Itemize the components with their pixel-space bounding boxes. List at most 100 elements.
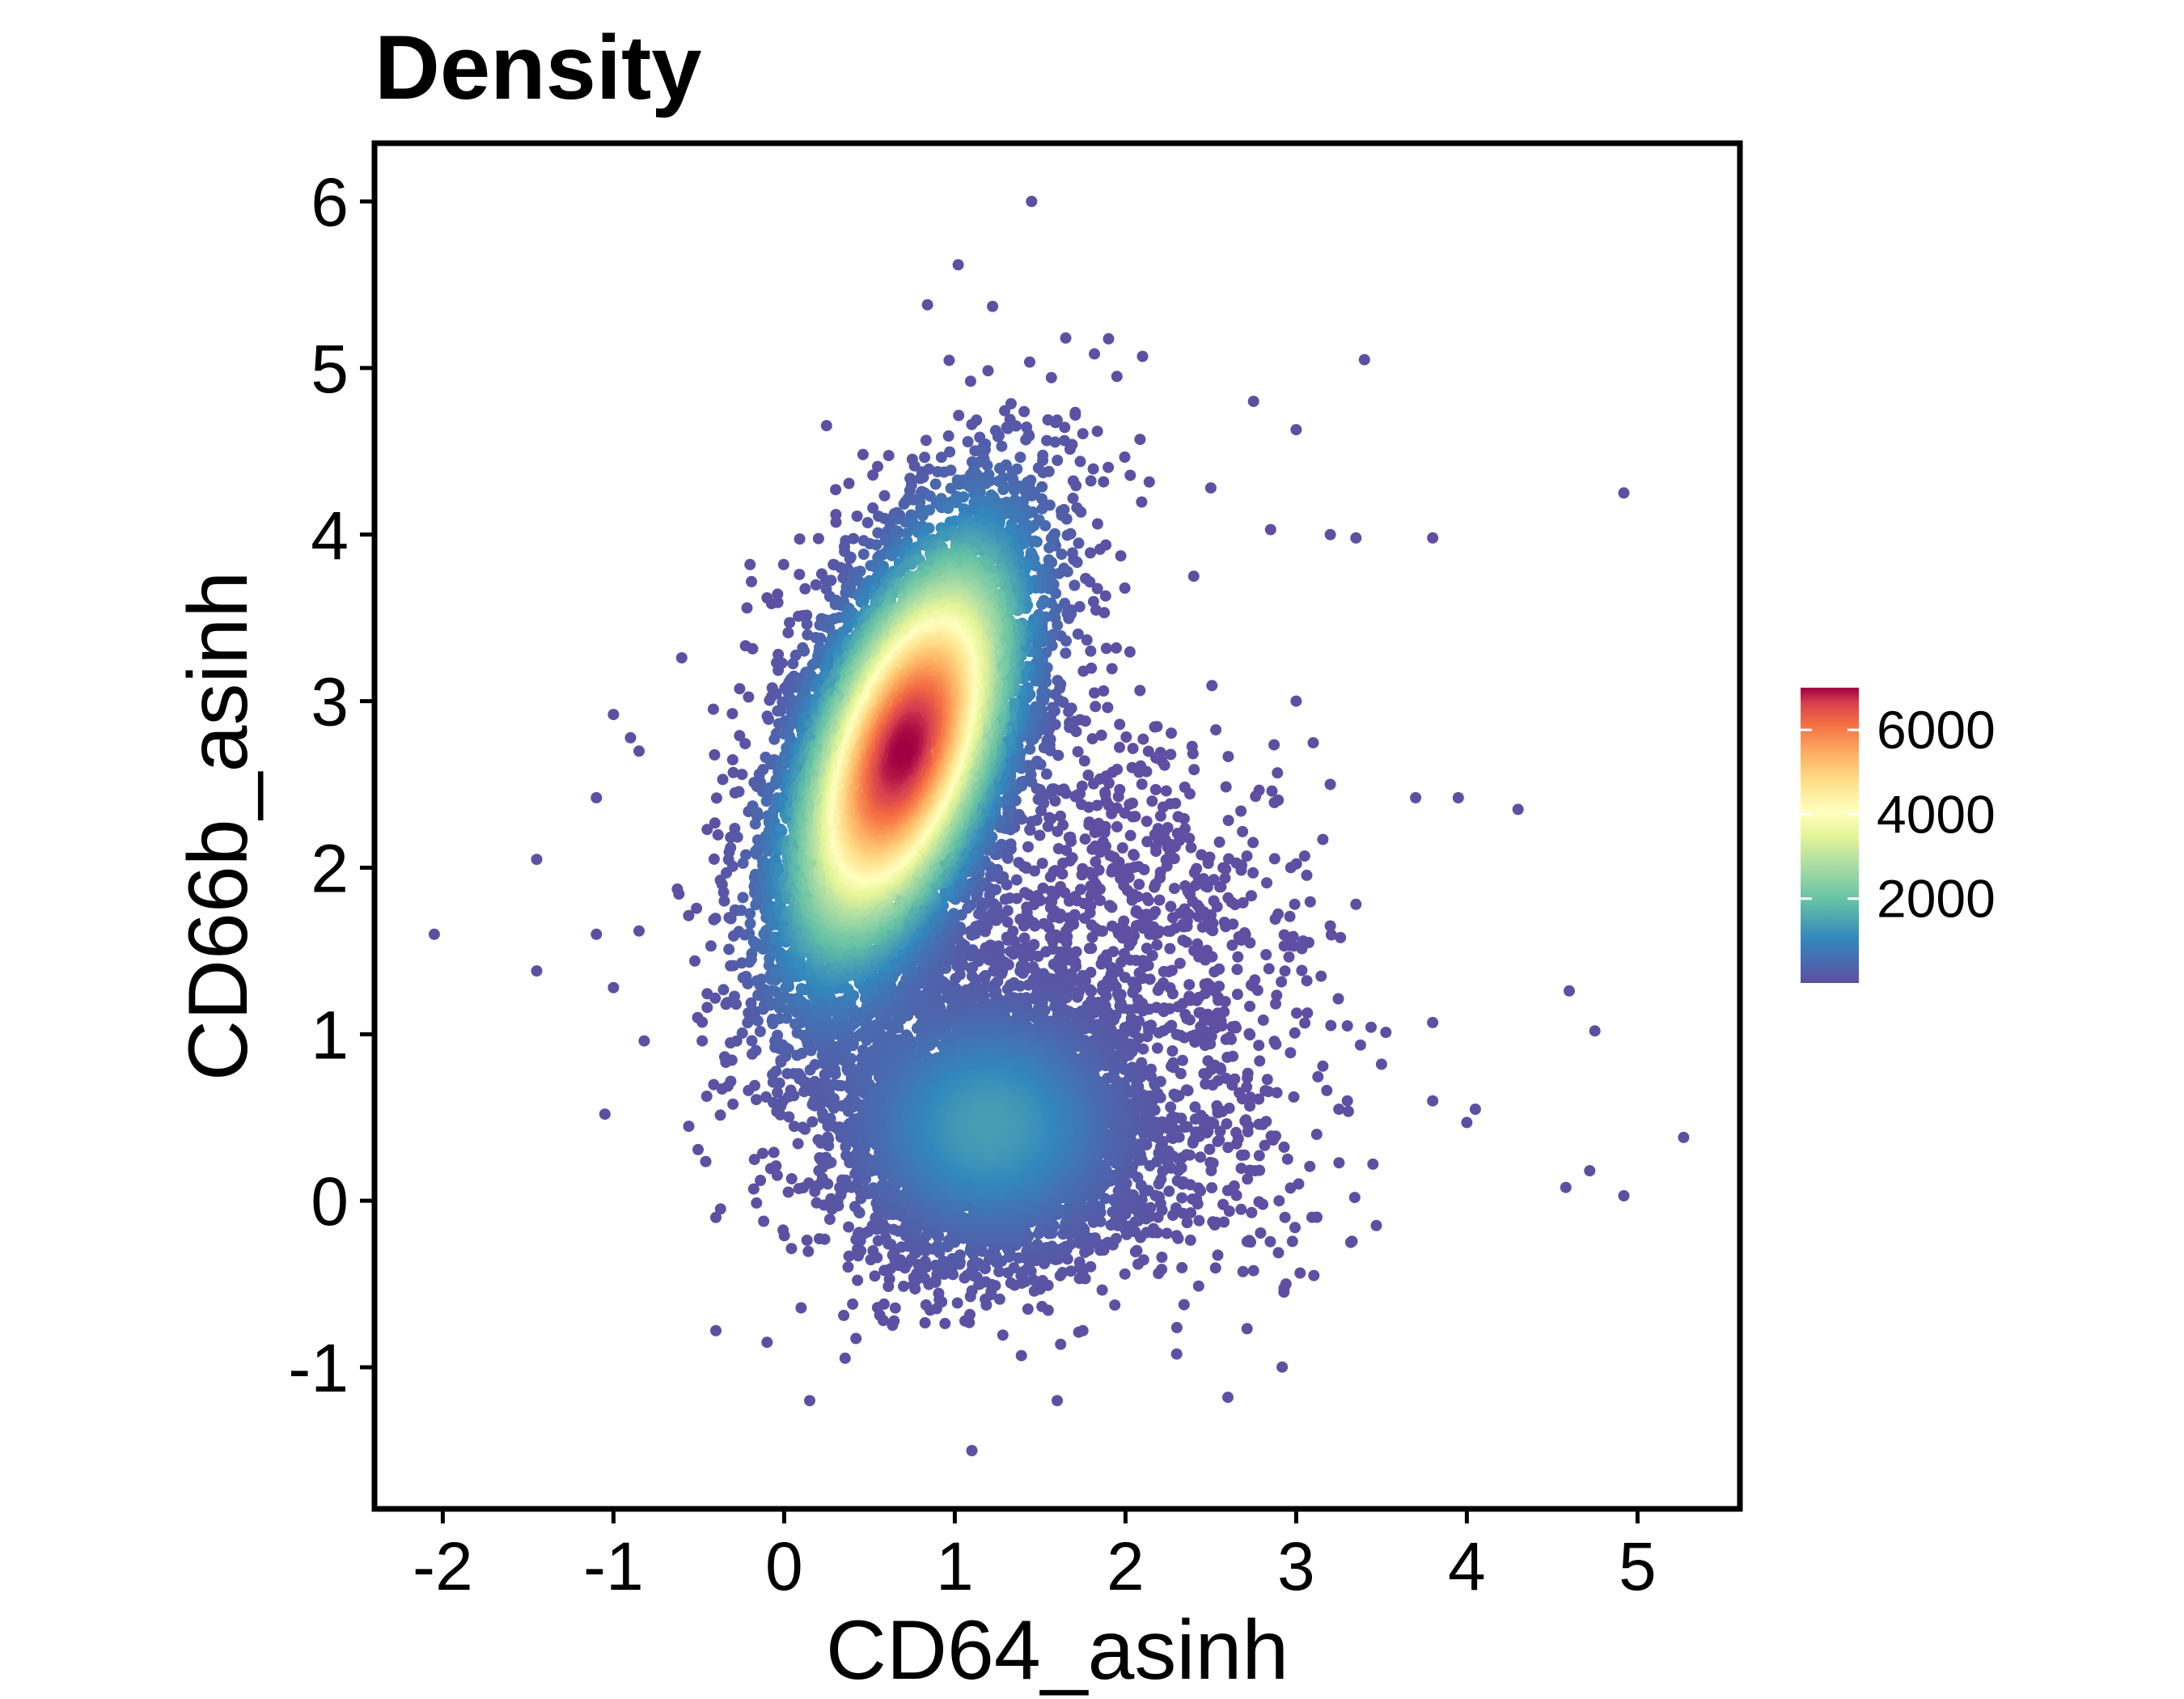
- data-point: [741, 602, 753, 614]
- data-point: [1187, 1137, 1199, 1149]
- data-point: [1055, 881, 1066, 892]
- data-point: [1085, 547, 1096, 559]
- data-point: [1427, 1095, 1439, 1107]
- data-point: [1214, 1125, 1226, 1138]
- data-point: [889, 1302, 901, 1314]
- data-point: [1317, 1060, 1329, 1072]
- data-point: [1057, 858, 1069, 869]
- data-point: [1026, 196, 1038, 207]
- data-point: [700, 1155, 712, 1167]
- data-point: [1043, 542, 1056, 554]
- data-point: [692, 1143, 704, 1155]
- data-point: [1183, 833, 1196, 845]
- data-point: [1235, 934, 1247, 947]
- data-point: [1294, 1267, 1306, 1279]
- data-point: [705, 940, 717, 952]
- data-point: [1095, 729, 1107, 741]
- data-point: [1189, 1101, 1201, 1113]
- data-point: [1063, 705, 1075, 718]
- data-point: [708, 853, 720, 865]
- data-point: [1199, 1040, 1211, 1052]
- data-point: [1086, 931, 1098, 943]
- data-point: [1021, 901, 1033, 913]
- data-point: [1133, 879, 1145, 891]
- data-point: [531, 854, 543, 866]
- data-point: [744, 558, 756, 570]
- data-point: [1209, 1262, 1221, 1274]
- data-point: [1052, 1395, 1063, 1407]
- data-point: [1024, 356, 1035, 368]
- data-point: [1283, 951, 1295, 963]
- data-point: [1036, 858, 1048, 870]
- data-point: [744, 917, 756, 930]
- data-point: [1217, 862, 1230, 874]
- data-point: [919, 451, 931, 464]
- data-point: [822, 1178, 834, 1190]
- data-point: [1096, 1284, 1108, 1296]
- data-point: [867, 469, 879, 481]
- data-point: [945, 464, 957, 477]
- data-point: [782, 1044, 794, 1056]
- data-point: [917, 471, 929, 483]
- data-point: [795, 1302, 807, 1314]
- data-point: [1212, 1135, 1224, 1147]
- data-point: [772, 596, 784, 608]
- data-point: [951, 1297, 963, 1309]
- data-point: [1335, 931, 1347, 943]
- data-point: [1129, 1246, 1141, 1258]
- data-point: [1072, 991, 1084, 1003]
- data-point: [823, 1214, 836, 1225]
- data-point: [1179, 1121, 1191, 1133]
- data-point: [1325, 1019, 1337, 1032]
- data-point: [758, 1215, 770, 1227]
- data-point: [1193, 1006, 1205, 1019]
- data-point: [1289, 1027, 1301, 1039]
- data-point: [1060, 332, 1072, 344]
- data-point: [792, 1138, 804, 1150]
- data-point: [1030, 701, 1042, 713]
- data-point: [1222, 1392, 1234, 1404]
- data-point: [810, 578, 822, 591]
- data-point: [1119, 582, 1131, 594]
- data-point: [1063, 895, 1075, 907]
- data-point: [1166, 912, 1179, 924]
- data-point: [1018, 405, 1031, 417]
- data-point: [1290, 695, 1302, 707]
- data-point: [1022, 1303, 1034, 1315]
- data-point: [1072, 628, 1084, 640]
- data-point: [861, 517, 874, 528]
- data-point: [1304, 1160, 1316, 1172]
- data-point: [782, 1186, 794, 1198]
- data-point: [1103, 333, 1115, 345]
- data-point: [1174, 957, 1186, 969]
- data-point: [1221, 1051, 1234, 1063]
- data-point: [1272, 1247, 1285, 1259]
- data-point: [1066, 547, 1078, 559]
- data-point: [842, 1261, 854, 1273]
- data-point: [993, 1265, 1005, 1277]
- data-point: [1618, 1190, 1630, 1201]
- data-point: [1271, 989, 1283, 1002]
- data-point: [982, 365, 994, 377]
- data-point: [1247, 1265, 1259, 1277]
- data-point: [1069, 790, 1081, 803]
- data-point: [1308, 1269, 1320, 1282]
- data-point: [1410, 792, 1422, 803]
- data-point: [772, 588, 784, 600]
- data-point: [844, 551, 857, 563]
- data-point: [997, 1329, 1009, 1341]
- data-point: [727, 766, 739, 778]
- data-point: [1126, 894, 1138, 906]
- data-point: [1332, 993, 1344, 1005]
- data-point: [1193, 1214, 1205, 1227]
- data-point: [1261, 1074, 1273, 1086]
- data-point: [710, 792, 722, 804]
- data-point: [1288, 1091, 1300, 1103]
- data-point: [1195, 1021, 1207, 1033]
- data-point: [1149, 721, 1161, 733]
- data-point: [964, 375, 976, 388]
- data-point: [1211, 1099, 1223, 1112]
- data-point: [830, 484, 842, 496]
- data-point: [1325, 929, 1337, 941]
- data-point: [938, 1255, 950, 1267]
